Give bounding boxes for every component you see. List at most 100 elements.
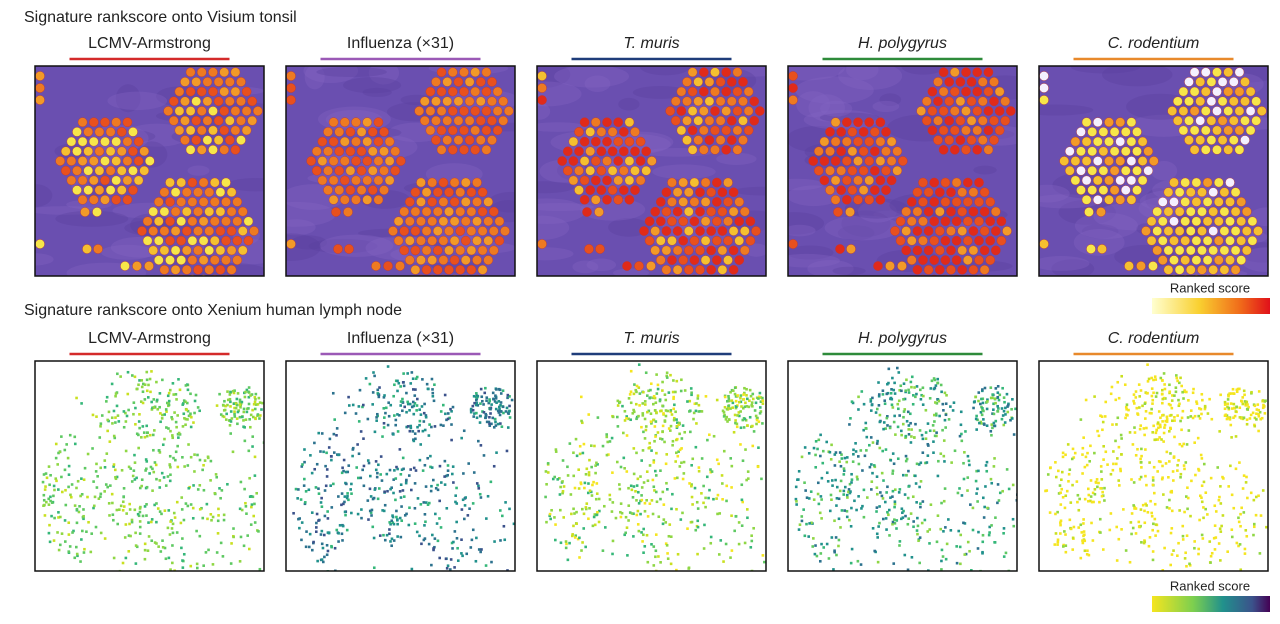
cell	[473, 412, 476, 415]
cell	[253, 396, 257, 399]
cell	[1054, 475, 1058, 479]
cell	[629, 390, 633, 394]
spot	[957, 264, 967, 275]
cell	[991, 393, 994, 396]
spot	[579, 156, 590, 166]
cell	[473, 401, 476, 405]
cell	[679, 389, 683, 393]
cell	[942, 499, 946, 503]
cell	[1258, 410, 1262, 414]
cell	[913, 436, 916, 439]
spot	[368, 127, 378, 137]
cell	[1209, 561, 1212, 564]
cell	[443, 483, 447, 486]
cell	[1090, 500, 1094, 504]
cell	[1099, 465, 1103, 468]
cell	[1182, 442, 1186, 446]
cell	[1076, 493, 1080, 497]
cell	[56, 531, 59, 534]
cell	[981, 551, 984, 555]
cell	[877, 404, 881, 407]
cell	[1161, 401, 1164, 405]
cell	[438, 517, 441, 520]
spot	[921, 115, 932, 126]
cell	[341, 539, 344, 542]
cell	[479, 600, 482, 603]
cell	[1150, 514, 1154, 518]
cell	[715, 398, 719, 402]
cell	[369, 495, 373, 498]
cell	[1258, 552, 1262, 555]
cell	[1213, 548, 1217, 551]
cell	[994, 401, 997, 405]
cell	[196, 598, 199, 601]
cell	[559, 508, 562, 512]
spot	[438, 216, 449, 227]
cell	[412, 404, 416, 408]
cell	[1083, 465, 1087, 469]
spot	[639, 226, 649, 236]
cell	[670, 413, 674, 416]
spot	[72, 146, 82, 157]
spot	[624, 156, 635, 166]
cell	[816, 481, 820, 485]
cell	[669, 429, 672, 432]
cell	[1194, 473, 1197, 477]
cell	[528, 535, 531, 538]
cell	[672, 379, 675, 382]
spot	[683, 226, 694, 236]
cell	[845, 515, 849, 519]
cell	[413, 482, 417, 485]
cell	[910, 385, 913, 389]
cell	[1242, 511, 1246, 514]
cell	[432, 547, 435, 550]
panel-image	[285, 65, 516, 277]
spot	[405, 197, 415, 207]
cell	[303, 477, 306, 481]
cell	[665, 371, 669, 375]
cell	[133, 461, 137, 464]
cell	[1086, 451, 1089, 455]
cell	[246, 534, 250, 537]
cell	[188, 577, 191, 580]
cell	[852, 448, 855, 452]
cell	[1087, 493, 1091, 497]
cell	[133, 375, 137, 379]
cell	[898, 414, 901, 417]
cell	[413, 522, 417, 525]
spot	[427, 177, 437, 188]
cell	[1223, 407, 1227, 411]
cell	[656, 431, 660, 434]
panel-label: LCMV-Armstrong	[88, 330, 211, 347]
cell	[1061, 545, 1065, 548]
cell	[1244, 481, 1248, 484]
tissue-texture	[652, 164, 716, 180]
cell	[489, 412, 492, 415]
cell	[883, 399, 887, 403]
cell	[1200, 457, 1204, 460]
cell	[561, 459, 565, 462]
cell	[761, 422, 764, 425]
cell	[652, 402, 655, 406]
spot	[1213, 216, 1224, 227]
spot	[1081, 156, 1092, 166]
cell	[360, 516, 363, 520]
cell	[930, 379, 934, 383]
cell	[192, 484, 195, 487]
cell	[996, 404, 999, 408]
spot	[453, 135, 464, 145]
spot	[1234, 67, 1245, 78]
cell	[986, 398, 989, 401]
panel-label: H. polygyrus	[858, 35, 947, 52]
cell	[181, 559, 184, 562]
cell	[499, 401, 503, 404]
cell	[185, 401, 189, 405]
spot	[1137, 175, 1148, 186]
spot	[830, 156, 841, 166]
panel-image	[1038, 65, 1269, 277]
spot	[488, 206, 499, 217]
spot	[1236, 255, 1246, 265]
cell	[700, 410, 704, 413]
cell	[921, 386, 925, 390]
cell	[658, 398, 662, 401]
